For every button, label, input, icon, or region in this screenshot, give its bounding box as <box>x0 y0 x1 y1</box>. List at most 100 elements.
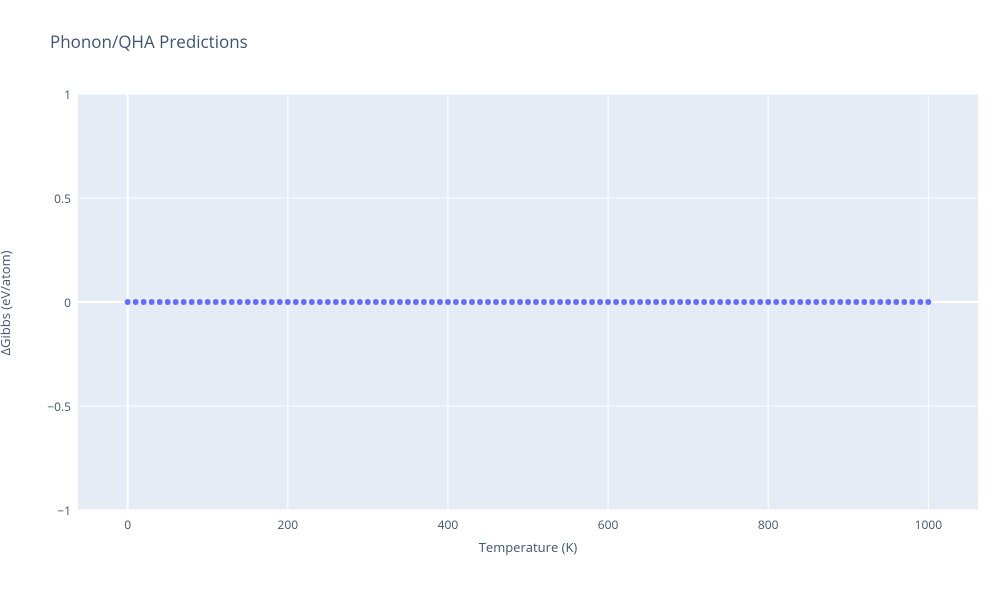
data-point[interactable] <box>629 299 635 305</box>
data-point[interactable] <box>677 299 683 305</box>
data-point[interactable] <box>653 299 659 305</box>
data-point[interactable] <box>861 299 867 305</box>
data-point[interactable] <box>525 299 531 305</box>
plot-area[interactable] <box>78 94 978 510</box>
data-point[interactable] <box>373 299 379 305</box>
data-point[interactable] <box>661 299 667 305</box>
data-point[interactable] <box>613 299 619 305</box>
data-point[interactable] <box>277 299 283 305</box>
data-point[interactable] <box>781 299 787 305</box>
data-point[interactable] <box>349 299 355 305</box>
data-point[interactable] <box>197 299 203 305</box>
data-point[interactable] <box>125 299 131 305</box>
data-point[interactable] <box>885 299 891 305</box>
data-point[interactable] <box>645 299 651 305</box>
data-point[interactable] <box>517 299 523 305</box>
data-point[interactable] <box>877 299 883 305</box>
data-point[interactable] <box>413 299 419 305</box>
data-point[interactable] <box>389 299 395 305</box>
data-point[interactable] <box>421 299 427 305</box>
data-point[interactable] <box>293 299 299 305</box>
data-point[interactable] <box>749 299 755 305</box>
data-point[interactable] <box>149 299 155 305</box>
data-point[interactable] <box>837 299 843 305</box>
data-point[interactable] <box>285 299 291 305</box>
data-point[interactable] <box>133 299 139 305</box>
data-point[interactable] <box>917 299 923 305</box>
data-point[interactable] <box>773 299 779 305</box>
data-point[interactable] <box>445 299 451 305</box>
data-point[interactable] <box>845 299 851 305</box>
data-point[interactable] <box>493 299 499 305</box>
data-point[interactable] <box>341 299 347 305</box>
data-point[interactable] <box>741 299 747 305</box>
data-point[interactable] <box>309 299 315 305</box>
data-point[interactable] <box>189 299 195 305</box>
data-point[interactable] <box>797 299 803 305</box>
data-point[interactable] <box>557 299 563 305</box>
data-point[interactable] <box>501 299 507 305</box>
data-point[interactable] <box>157 299 163 305</box>
data-point[interactable] <box>597 299 603 305</box>
data-point[interactable] <box>365 299 371 305</box>
data-point[interactable] <box>429 299 435 305</box>
data-point[interactable] <box>397 299 403 305</box>
data-point[interactable] <box>669 299 675 305</box>
data-point[interactable] <box>477 299 483 305</box>
data-point[interactable] <box>173 299 179 305</box>
data-point[interactable] <box>765 299 771 305</box>
data-point[interactable] <box>165 299 171 305</box>
data-point[interactable] <box>469 299 475 305</box>
data-point[interactable] <box>533 299 539 305</box>
data-point[interactable] <box>549 299 555 305</box>
data-point[interactable] <box>565 299 571 305</box>
data-point[interactable] <box>829 299 835 305</box>
data-point[interactable] <box>589 299 595 305</box>
data-point[interactable] <box>605 299 611 305</box>
data-point[interactable] <box>805 299 811 305</box>
data-point[interactable] <box>253 299 259 305</box>
data-point[interactable] <box>893 299 899 305</box>
data-point[interactable] <box>573 299 579 305</box>
data-point[interactable] <box>381 299 387 305</box>
data-point[interactable] <box>541 299 547 305</box>
data-point[interactable] <box>205 299 211 305</box>
data-point[interactable] <box>909 299 915 305</box>
data-point[interactable] <box>821 299 827 305</box>
data-point[interactable] <box>709 299 715 305</box>
data-point[interactable] <box>181 299 187 305</box>
data-point[interactable] <box>581 299 587 305</box>
data-point[interactable] <box>237 299 243 305</box>
data-point[interactable] <box>485 299 491 305</box>
data-point[interactable] <box>725 299 731 305</box>
data-point[interactable] <box>733 299 739 305</box>
data-point[interactable] <box>701 299 707 305</box>
data-point[interactable] <box>213 299 219 305</box>
data-point[interactable] <box>509 299 515 305</box>
data-point[interactable] <box>261 299 267 305</box>
data-point[interactable] <box>461 299 467 305</box>
data-point[interactable] <box>405 299 411 305</box>
data-point[interactable] <box>245 299 251 305</box>
data-point[interactable] <box>229 299 235 305</box>
data-point[interactable] <box>453 299 459 305</box>
data-point[interactable] <box>925 299 931 305</box>
data-point[interactable] <box>901 299 907 305</box>
data-point[interactable] <box>317 299 323 305</box>
data-point[interactable] <box>141 299 147 305</box>
data-point[interactable] <box>325 299 331 305</box>
data-point[interactable] <box>685 299 691 305</box>
data-point[interactable] <box>637 299 643 305</box>
data-point[interactable] <box>221 299 227 305</box>
data-point[interactable] <box>813 299 819 305</box>
data-point[interactable] <box>357 299 363 305</box>
data-point[interactable] <box>693 299 699 305</box>
data-point[interactable] <box>301 299 307 305</box>
data-point[interactable] <box>789 299 795 305</box>
data-point[interactable] <box>333 299 339 305</box>
data-point[interactable] <box>869 299 875 305</box>
data-point[interactable] <box>717 299 723 305</box>
data-point[interactable] <box>853 299 859 305</box>
data-point[interactable] <box>621 299 627 305</box>
data-point[interactable] <box>757 299 763 305</box>
